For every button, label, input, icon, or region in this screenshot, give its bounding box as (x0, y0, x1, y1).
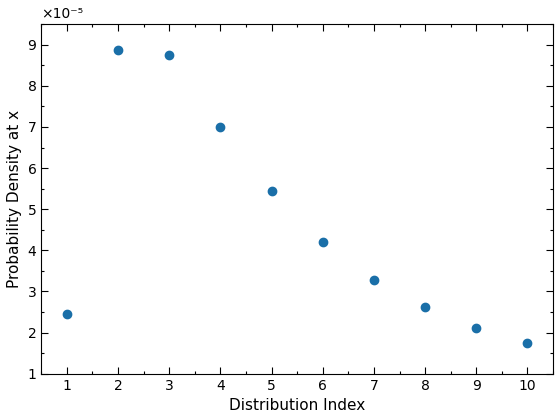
Point (62, 311, 71, 318)
Point (318, 239, 327, 245)
Point (216, 123, 225, 130)
Y-axis label: Probability Density at x: Probability Density at x (7, 110, 22, 288)
Point (472, 324, 481, 331)
Point (267, 187, 276, 194)
Text: ×10⁻⁵: ×10⁻⁵ (41, 7, 83, 21)
Point (370, 276, 379, 283)
Point (165, 52, 174, 58)
Point (114, 46, 123, 53)
Point (421, 303, 430, 310)
Point (523, 339, 532, 346)
X-axis label: Distribution Index: Distribution Index (229, 398, 365, 413)
